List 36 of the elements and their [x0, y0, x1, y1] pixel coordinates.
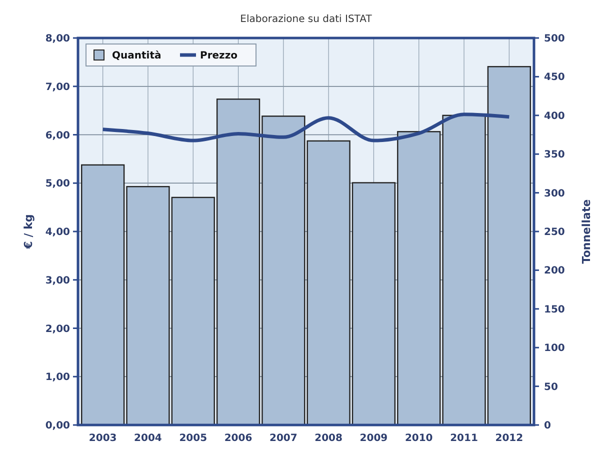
x-tick-label: 2005	[179, 433, 208, 444]
y-tick-label: 2,00	[45, 324, 70, 335]
y2-tick-label: 100	[544, 343, 565, 354]
y2-tick-label: 450	[544, 72, 565, 84]
x-tick-label: 2009	[360, 433, 388, 444]
y2-tick-label: 400	[544, 110, 565, 122]
x-tick-label: 2011	[450, 433, 478, 444]
y-tick-label: 3,00	[45, 275, 70, 286]
x-tick-label: 2010	[404, 433, 433, 444]
x-tick-label: 2008	[314, 433, 343, 444]
x-tick-label: 2007	[270, 433, 298, 444]
y2-tick-label: 150	[544, 304, 565, 316]
chart-title: Elaborazione su dati ISTAT	[240, 14, 373, 25]
y2-tick-label: 300	[544, 188, 565, 200]
y2-tick-label: 500	[544, 34, 565, 44]
y-tick-label: 7,00	[45, 82, 70, 93]
line-series	[101, 112, 511, 142]
y-tick-label: 6,00	[45, 130, 70, 142]
legend-label: Quantità	[112, 50, 162, 62]
y2-tick-label: 50	[544, 382, 558, 393]
legend-label: Prezzo	[200, 50, 238, 62]
y2-tick-label: 0	[544, 420, 551, 432]
x-tick-label: 2004	[134, 433, 162, 444]
y-tick-label: 8,00	[45, 34, 70, 44]
y2-tick-label: 350	[544, 150, 565, 161]
y-tick-label: 4,00	[45, 227, 70, 238]
y-axis-title: € / kg	[22, 214, 35, 250]
y-tick-label: 5,00	[45, 178, 70, 190]
y2-tick-label: 250	[544, 227, 565, 238]
y-tick-label: 1,00	[45, 372, 70, 384]
y-tick-label: 0,00	[45, 420, 70, 432]
y2-tick-label: 200	[544, 266, 565, 277]
y2-axis-title: Tonnellate	[580, 199, 593, 264]
x-tick-label: 2003	[88, 433, 117, 444]
x-tick-label: 2006	[224, 433, 252, 444]
x-tick-label: 2012	[495, 433, 524, 444]
